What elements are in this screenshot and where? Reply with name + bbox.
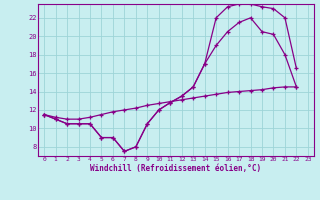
X-axis label: Windchill (Refroidissement éolien,°C): Windchill (Refroidissement éolien,°C) (91, 164, 261, 173)
